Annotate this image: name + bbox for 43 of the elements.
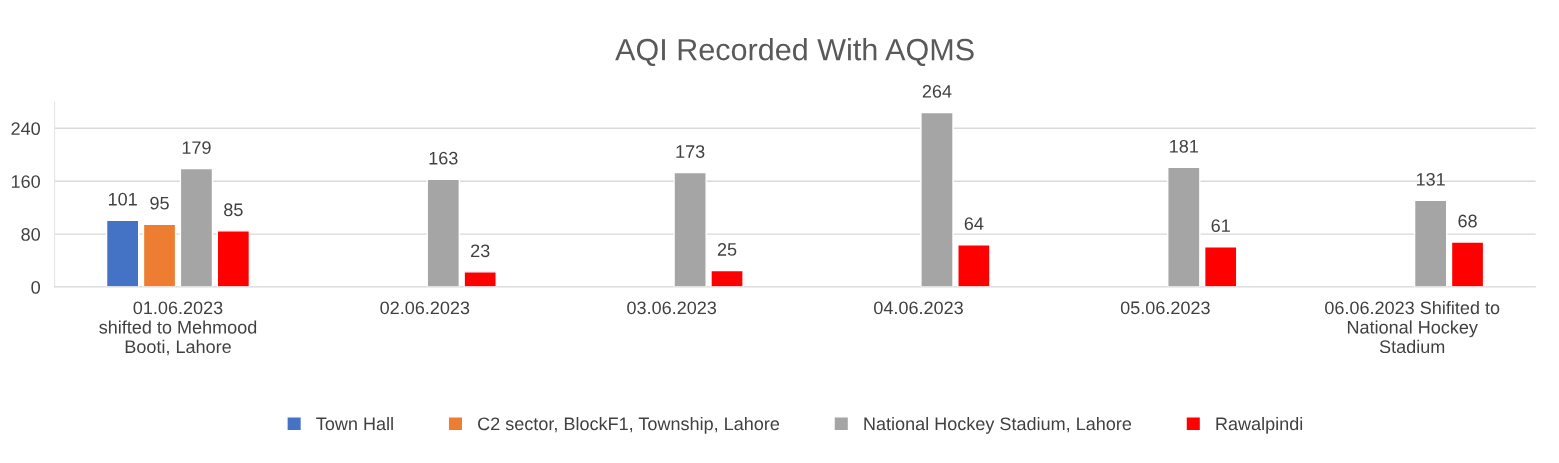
y-tick-label: 240 — [11, 122, 40, 136]
data-label: 64 — [964, 217, 984, 231]
bar — [710, 269, 744, 288]
x-tick-label: 05.06.2023 — [1120, 301, 1210, 315]
y-tick-label: 160 — [11, 175, 40, 188]
x-tick-label: 03.06.2023 — [627, 301, 717, 315]
data-label: 181 — [1170, 139, 1198, 153]
bar — [216, 230, 251, 288]
bar — [1203, 246, 1238, 288]
chart-title: AQI Recorded With AQMS — [615, 38, 974, 66]
y-tick-label: 0 — [31, 280, 40, 294]
data-label: 95 — [150, 196, 169, 210]
x-tick-label: 04.06.2023 — [874, 301, 963, 315]
data-label: 264 — [922, 84, 952, 98]
data-label: 23 — [471, 244, 490, 258]
bar — [1450, 241, 1485, 288]
x-tick-label: 06.06.2023 Shifited to National Hockey Stadium — [1325, 300, 1500, 354]
data-label: 179 — [182, 141, 211, 154]
data-label: 25 — [717, 243, 737, 256]
bar — [142, 223, 177, 288]
bar — [673, 171, 707, 288]
data-label: 101 — [108, 192, 137, 206]
data-label: 85 — [224, 203, 243, 217]
legend-label: Town Hall — [316, 416, 393, 431]
data-label: 68 — [1458, 214, 1477, 228]
bar — [957, 244, 991, 288]
bar — [1167, 166, 1201, 288]
y-tick-label: 80 — [21, 228, 40, 241]
data-label: 173 — [676, 145, 705, 158]
data-label: 131 — [1416, 172, 1445, 186]
data-label: 61 — [1211, 219, 1230, 233]
legend-label: National Hockey Stadium, Lahore — [864, 416, 1132, 434]
bar — [1413, 199, 1448, 288]
legend-label: Rawalpindi — [1216, 416, 1303, 434]
bar — [105, 219, 140, 288]
bar — [426, 178, 461, 288]
x-tick-label: 01.06.2023 shifted to Mehmood Booti, Lahore — [99, 301, 257, 356]
bar — [463, 271, 497, 288]
data-label: 163 — [429, 151, 458, 165]
legend-label: C2 sector, BlockF1, Township, Lahore — [478, 416, 780, 434]
x-tick-label: 02.06.2023 — [380, 301, 470, 315]
bar — [920, 111, 954, 288]
bar — [179, 167, 214, 288]
